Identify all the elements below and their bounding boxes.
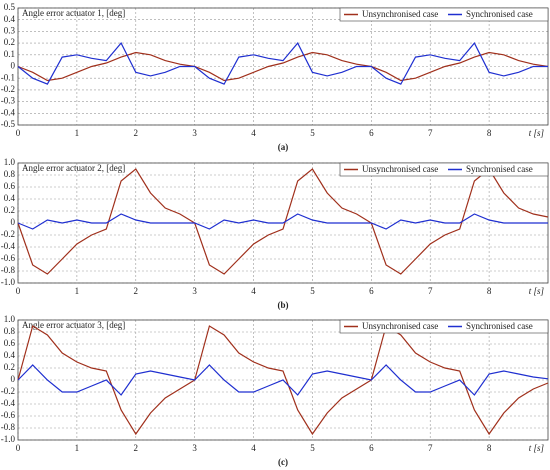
y-tick-label: 0.3 [4,25,16,35]
y-tick-label: 0 [11,61,16,71]
y-tick-label: 1.0 [4,157,16,167]
y-tick-label: -1.0 [1,434,16,444]
y-tick-label: 0.2 [4,362,15,372]
panel-label: (b) [278,300,289,310]
data-line [17,168,549,275]
y-tick-label: -0.2 [1,386,15,396]
legend-box [339,7,549,22]
data-line [17,325,549,436]
x-tick-label: 2 [134,128,139,138]
legend-box [339,162,549,177]
x-tick-label: 8 [487,128,492,138]
y-tick-label: 0.2 [4,205,15,215]
x-axis-label: t [s] [529,128,545,138]
chart-title: Angle error actuator 1, [deg] [22,8,125,18]
x-tick-label: 3 [192,443,197,453]
y-tick-label: 0.4 [4,193,16,203]
chart-title: Angle error actuator 2, [deg] [22,163,125,173]
x-tick-label: 7 [428,286,433,296]
y-tick-label: 0.1 [4,49,15,59]
x-tick-label: 2 [134,286,139,296]
x-tick-label: 8 [487,443,492,453]
panel: 1.00.80.60.40.20-0.2-0.4-0.6-0.8-1.00 1 2 3… [1,314,549,467]
x-tick-label: 1 [75,443,80,453]
y-tick-label: 0 [11,374,16,384]
legend-box [339,319,549,334]
y-tick-label: -0.4 [1,241,16,251]
x-tick-label: 0 [16,286,21,296]
y-tick-label: -0.6 [1,253,16,263]
x-tick-label: 0 [16,443,21,453]
x-tick-label: 7 [428,443,433,453]
x-tick-label: 4 [251,128,256,138]
y-tick-label: 0.8 [4,169,16,179]
y-tick-label: -0.4 [1,398,16,408]
y-tick-label: -0.2 [1,84,15,94]
y-tick-label: 1.0 [4,314,16,324]
legend-label: Synchronised case [466,9,533,19]
y-tick-label: -0.3 [1,96,16,106]
x-tick-label: 4 [251,443,256,453]
y-tick-label: -0.4 [1,107,16,117]
legend-label: Synchronised case [466,321,533,331]
y-tick-label: -0.8 [1,422,16,432]
x-tick-label: 5 [310,128,315,138]
legend-label: Unsynchronised case [362,321,438,331]
data-line [17,42,548,85]
y-tick-label: -1.0 [1,277,16,287]
y-tick-label: -0.8 [1,265,16,275]
x-tick-label: 2 [134,443,139,453]
y-tick-label: 0.2 [4,37,15,47]
x-tick-label: 3 [192,128,197,138]
x-tick-label: 0 [16,128,21,138]
panel: 1.00.80.60.40.20-0.2-0.4-0.6-0.8-1.00 1 2 3… [1,157,549,310]
legend-label: Unsynchronised case [362,164,438,174]
y-tick-label: -0.6 [1,410,16,420]
y-tick-label: 0.6 [4,338,16,348]
y-tick-label: -0.1 [1,72,15,82]
x-tick-label: 8 [487,286,492,296]
x-tick-label: 6 [369,286,374,296]
data-line [17,364,549,396]
y-tick-label: 0.6 [4,181,16,191]
x-tick-label: 3 [192,286,197,296]
x-tick-label: 1 [75,128,80,138]
legend-label: Unsynchronised case [362,9,438,19]
x-axis-label: t [s] [529,286,545,296]
x-tick-label: 7 [428,128,433,138]
y-tick-label: 0 [11,217,16,227]
y-tick-label: -0.5 [1,119,16,129]
x-tick-label: 5 [310,443,315,453]
panel: 0.50.40.30.20.10-0.1-0.2-0.3-0.4-0.50 1 2 3… [1,2,549,152]
data-line [17,213,548,230]
x-axis-label: t [s] [529,443,545,453]
x-tick-label: 1 [75,286,80,296]
x-tick-label: 6 [369,443,374,453]
panel-label: (a) [278,142,289,152]
x-tick-label: 4 [251,286,256,296]
x-tick-label: 6 [369,128,374,138]
legend-label: Synchronised case [466,164,533,174]
data-line [17,51,549,82]
y-tick-label: -0.2 [1,229,15,239]
y-tick-label: 0.4 [4,14,16,24]
y-tick-label: 0.8 [4,326,16,336]
y-tick-label: 0.4 [4,350,16,360]
panel-label: (c) [278,457,288,467]
y-tick-label: 0.5 [4,2,16,12]
x-tick-label: 5 [310,286,315,296]
chart-title: Angle error actuator 3, [deg] [22,320,125,330]
